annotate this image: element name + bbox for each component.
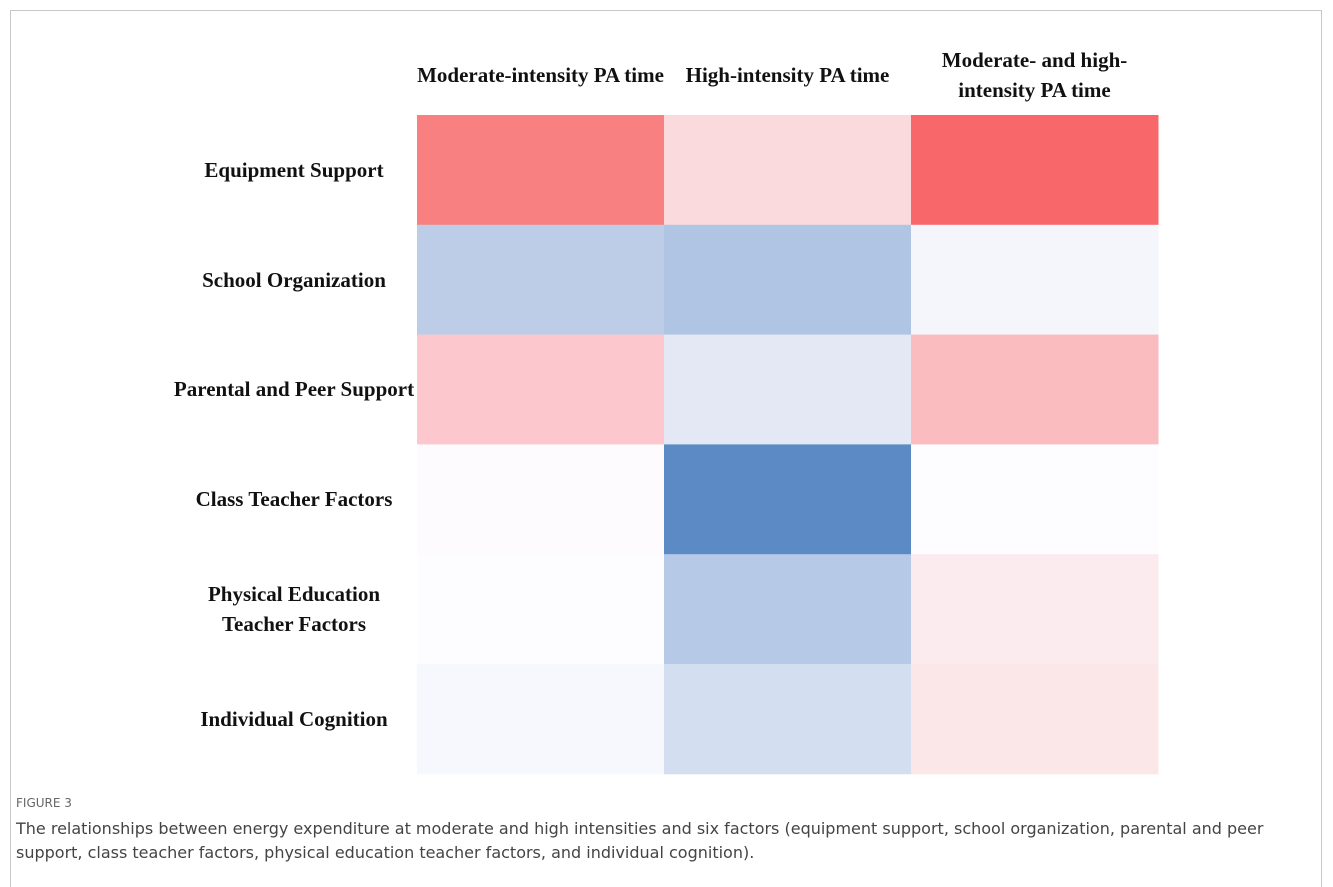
heatmap-cell [664,224,912,336]
heatmap-cell [417,554,665,665]
heatmap-cell [911,554,1159,665]
heatmap-cell [911,115,1159,226]
heatmap-cell [911,334,1159,445]
heatmap-cell [417,224,665,336]
heatmap-cell [911,224,1159,336]
heatmap-cell [417,334,665,445]
heatmap-cell [911,664,1159,775]
figure-frame [10,10,1322,887]
heatmap-cell [664,115,912,226]
row-label: Class Teacher Factors [195,487,393,512]
heatmap-cell [664,334,912,445]
column-label: Moderate-intensity PA time [417,63,664,87]
heatmap-cell [417,115,665,226]
figure-label: FIGURE 3 [16,796,72,810]
column-label: Moderate- and high-intensity PA time [941,48,1128,102]
column-label: High-intensity PA time [685,63,890,87]
figure-caption: The relationships between energy expendi… [16,819,1264,862]
heatmap-cell [911,444,1159,555]
row-label: Equipment Support [204,157,384,182]
row-label: Physical Education Teacher Factors [207,582,381,637]
heatmap-cell [417,444,665,555]
row-label: Parental and Peer Support [173,377,415,402]
heatmap-cell [664,554,912,665]
row-label: School Organization [202,267,386,292]
heatmap-cell [664,664,912,775]
heatmap-cell [417,664,665,775]
row-label: Individual Cognition [200,706,388,731]
heatmap-cell [664,444,912,555]
